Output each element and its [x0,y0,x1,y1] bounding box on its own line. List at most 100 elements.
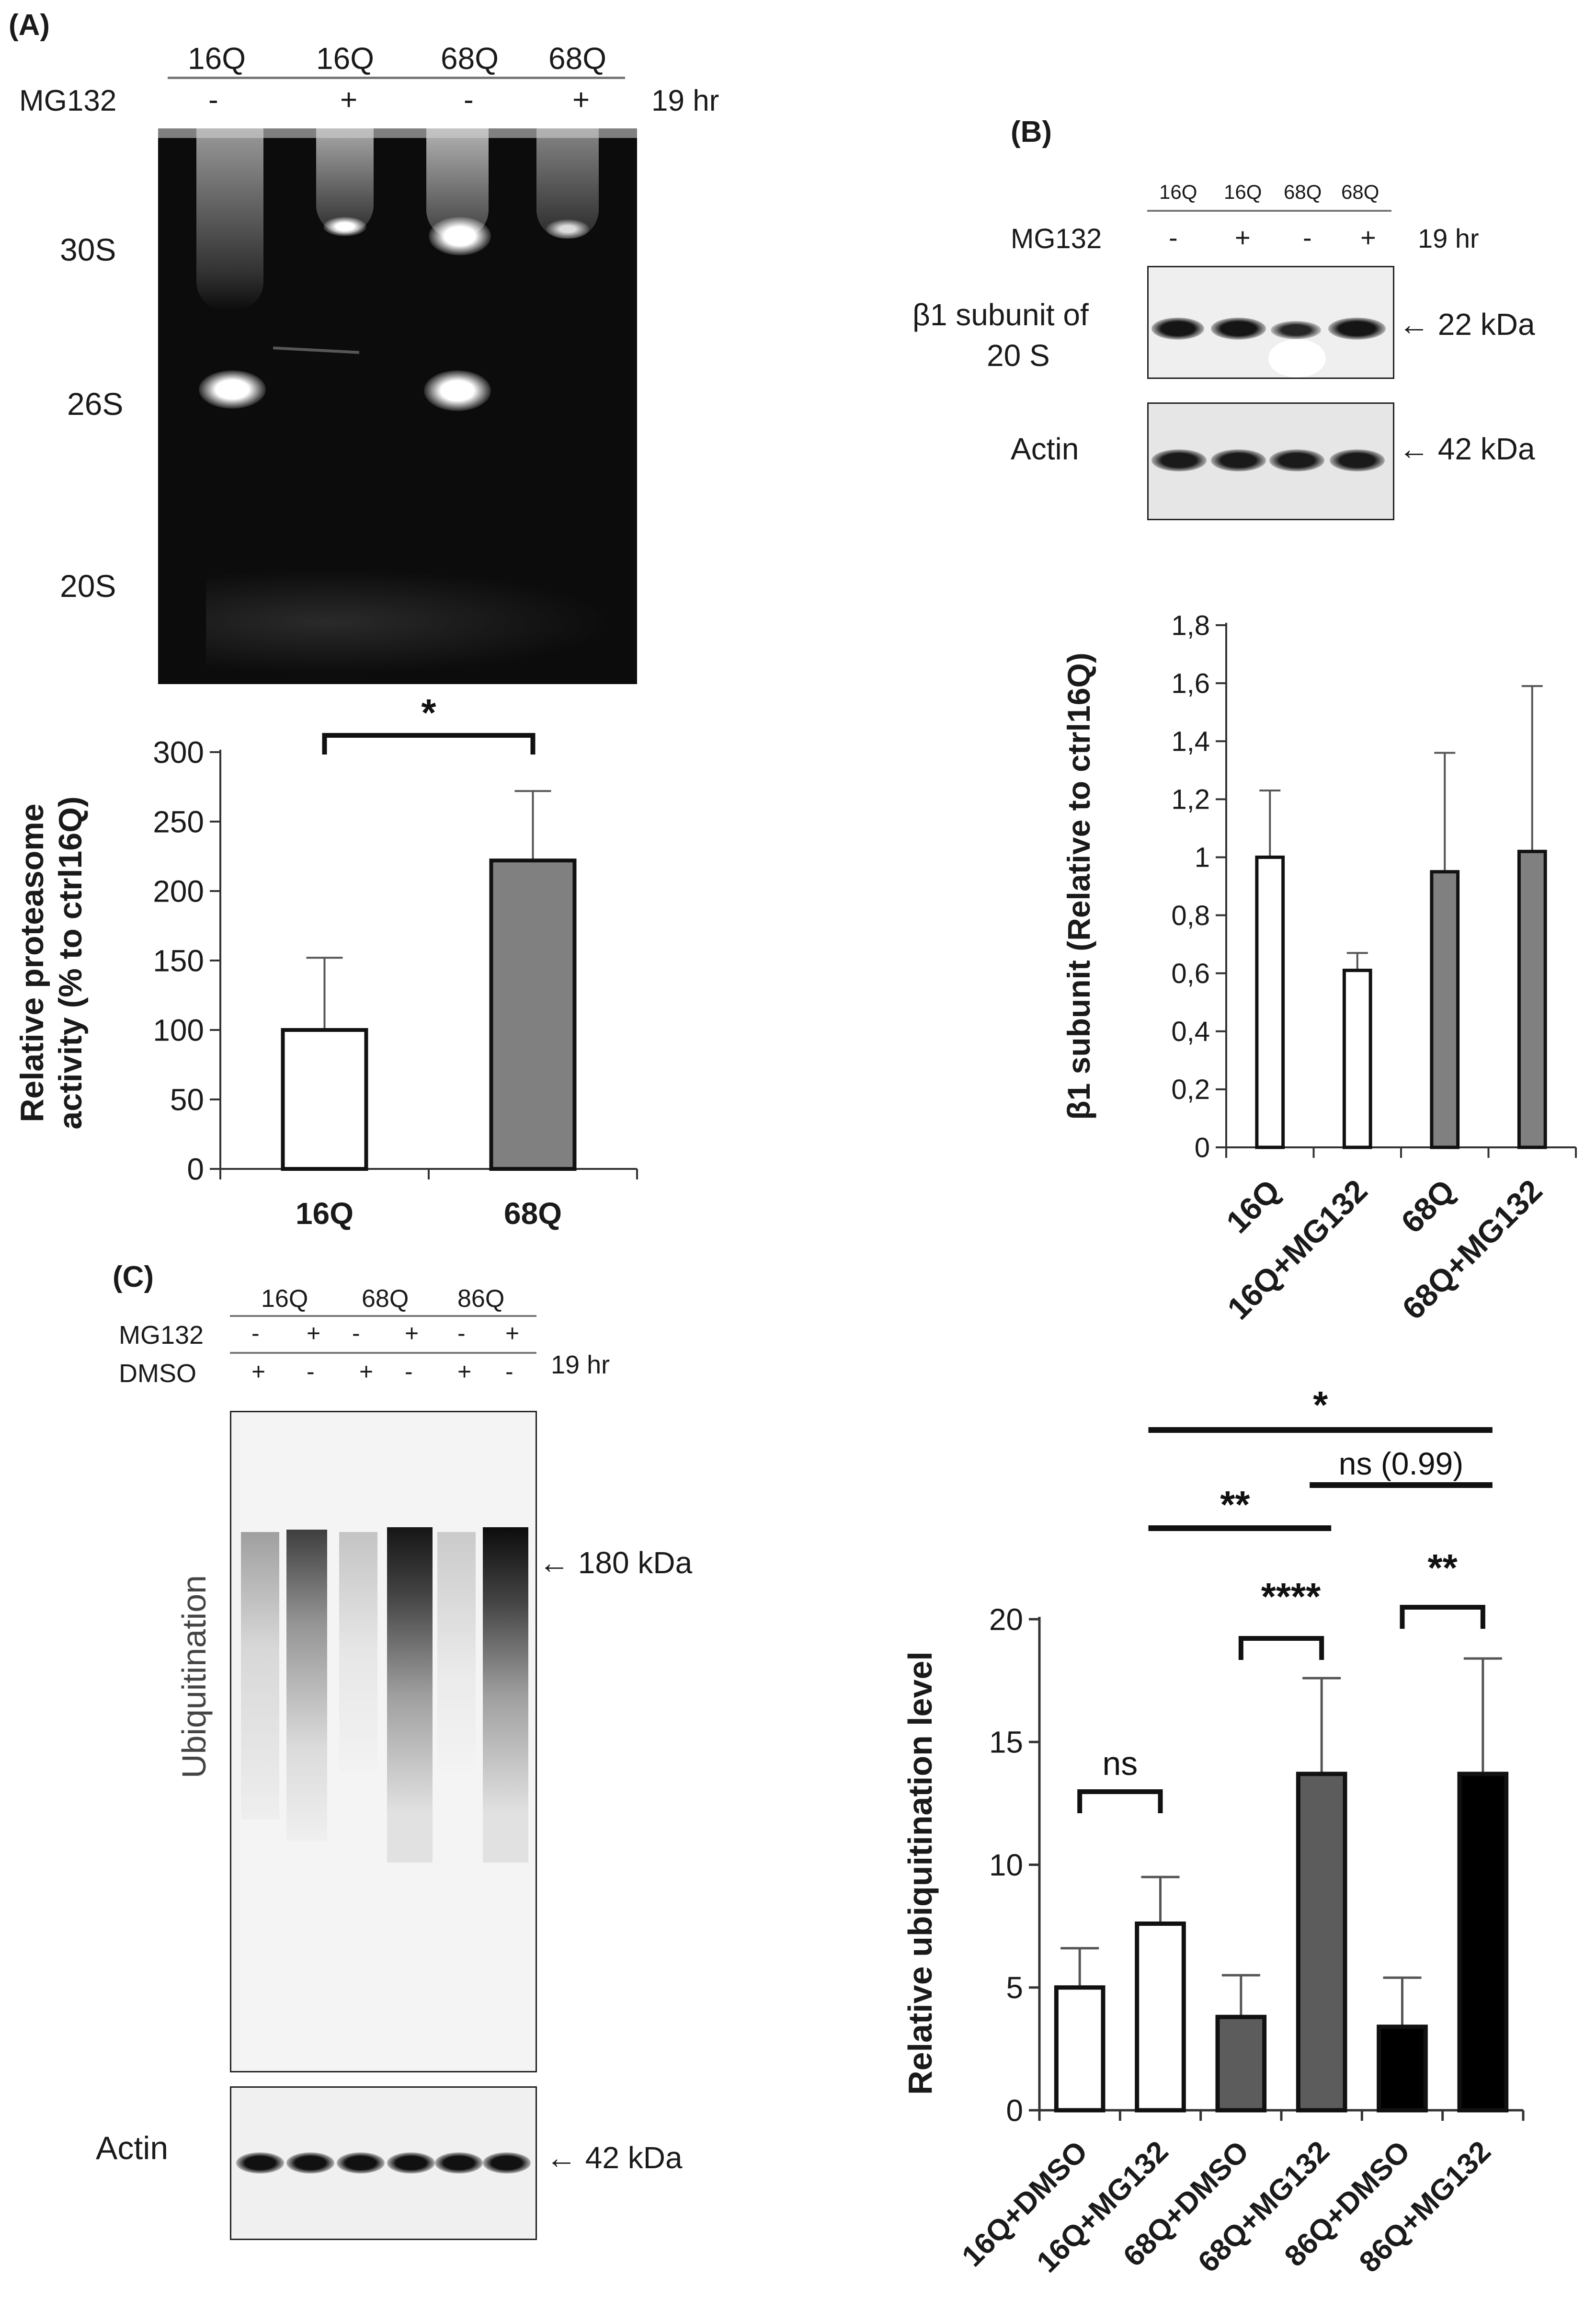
panel-c-ubi-kda-text: 180 kDa [578,1545,693,1580]
y-tick-label: 150 [153,943,204,978]
blot-band [1211,318,1266,340]
panel-c-dmso-sign-3: + [359,1358,374,1385]
x-category-label: 16Q [296,1196,353,1231]
x-category-label: 16Q [1220,1173,1287,1240]
panel-b-sign-1: - [1169,222,1178,252]
gel-well-2 [316,128,374,234]
panel-c-mg-sign-2: + [307,1320,321,1347]
bar [489,858,577,1171]
panel-c-letter: (C) [113,1260,154,1293]
panel-c-lane-1: 16Q [261,1285,308,1313]
actin-blot-b [1147,402,1394,520]
y-tick-label: 1,6 [1171,668,1210,699]
panel-c-sign-line [230,1352,536,1354]
y-axis-label: Relative ubiquitination level [901,1651,939,2095]
panel-b-sign-2: + [1235,222,1251,252]
panel-c-actin-kda-text: 42 kDa [585,2140,683,2175]
proteasome-native-gel [158,128,637,684]
gel-band-30s-lane2 [323,217,366,236]
panel-a-lane-4: 68Q [548,41,606,76]
x-category-label: 68Q [1394,1173,1462,1240]
panel-c-mg-sign-6: + [505,1320,520,1347]
actin-blot-c [230,2086,537,2240]
bar [1054,1985,1106,2113]
panel-a-time: 19 hr [651,84,719,117]
y-tick-label: 50 [170,1082,204,1117]
blot-band [1269,449,1324,471]
panel-c-mg-sign-4: + [405,1320,419,1347]
blot-band [1271,321,1321,339]
y-tick-label: 1 [1195,842,1210,873]
gel-scratch [273,346,360,354]
significance-label: * [421,691,436,734]
panel-a-sign-3: - [464,83,474,116]
gel-well-1 [196,128,263,310]
panel-c-actin-label: Actin [96,2130,169,2166]
y-tick-label: 10 [989,1848,1023,1882]
y-tick-label: 0 [187,1152,204,1186]
panel-b-row1-kda-text: 22 kDa [1437,307,1535,342]
y-tick-label: 0,8 [1171,900,1210,931]
panel-a-marker-30s: 30S [60,232,116,267]
blot-band [1151,449,1207,471]
blot-band [387,2152,435,2173]
y-axis-label: β1 subunit (Relative to ctrl16Q) [1061,652,1096,1120]
panel-c-mg132-label: MG132 [119,1321,204,1350]
ubi-smear-2 [286,1530,327,1841]
y-tick-label: 0,2 [1171,1074,1210,1105]
significance-label: * [1313,1389,1328,1426]
y-tick-label: 15 [989,1725,1023,1760]
y-tick-label: 1,8 [1171,610,1210,641]
panel-b-lane-4: 68Q [1341,181,1379,203]
panel-c-ubi-kda: ← 180 kDa [539,1545,693,1580]
y-tick-label: 20 [989,1602,1023,1636]
panel-c-lane-3: 86Q [457,1285,505,1313]
panel-c-time: 19 hr [551,1350,610,1379]
panel-a-mg132-label: MG132 [19,84,117,117]
blot-band [435,2152,483,2173]
blot-band [337,2152,385,2173]
y-axis-label-line2: activity (% to ctrl16Q) [52,796,89,1129]
y-tick-label: 1,2 [1171,784,1210,815]
bar [1135,1922,1186,2113]
y-tick-label: 200 [153,874,204,908]
panel-a-chart: 0 50 100 150 200 250 300 16Q 68Q Relative proteas… [14,691,638,1231]
panel-b-time: 19 hr [1418,223,1479,253]
blot-band [483,2152,531,2173]
panel-b-lane-line [1147,210,1391,212]
y-tick-label: 0 [1006,2093,1023,2128]
gel-20s-haze [206,569,613,675]
blot-band [1211,449,1266,471]
panel-c-dmso-sign-6: - [505,1358,513,1385]
ubi-smear-3 [339,1532,377,1772]
panel-b-row1-kda: ← 22 kDa [1399,307,1535,342]
panel-a-lane-line [168,77,625,79]
blot-band [1328,318,1386,340]
panel-a-lane-3: 68Q [441,41,499,76]
y-tick-label: 300 [153,735,204,769]
significance-bracket [1077,1789,1163,1813]
x-category-label: 68Q [504,1196,562,1231]
significance-bracket [1400,1605,1485,1629]
bar [1255,855,1285,1149]
panel-c-lane-2: 68Q [362,1285,409,1313]
blot-band [1151,318,1204,340]
blot-band [286,2152,334,2173]
blot-artifact [1268,339,1326,377]
bar [1215,2014,1267,2113]
gel-top-edge [158,128,637,138]
panel-c-dmso-label: DMSO [119,1359,196,1388]
panel-b-row2-label: Actin [1011,432,1079,466]
panel-c-actin-kda: ← 42 kDa [546,2140,683,2175]
panel-a-marker-26s: 26S [67,386,124,422]
panel-c-ubi-label: Ubiquitination [175,1575,213,1779]
panel-b-row2-kda-text: 42 kDa [1437,432,1535,466]
panel-a-sign-1: - [208,83,218,116]
panel-a-sign-4: + [572,83,590,116]
ubi-smear-4 [387,1527,433,1863]
bar [1296,1772,1347,2113]
ubi-smear-1 [241,1532,279,1819]
significance-label: ns [1102,1745,1138,1782]
bar [1377,2025,1428,2113]
panel-b-lane-2: 16Q [1224,181,1262,203]
